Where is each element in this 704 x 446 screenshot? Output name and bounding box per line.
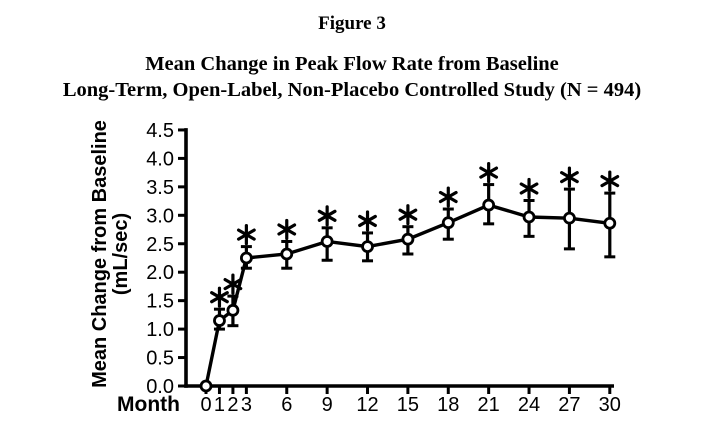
data-point-month-27 xyxy=(563,211,576,225)
figure-label: Figure 3 xyxy=(318,13,386,34)
x-tick-label: 21 xyxy=(478,394,500,416)
figure-title: Mean Change in Peak Flow Rate from Basel… xyxy=(145,53,559,75)
y-tick-label: 4.0 xyxy=(146,148,174,170)
x-tick-label: 15 xyxy=(397,394,419,416)
asterisk-arm xyxy=(317,209,337,222)
y-tick-label: 1.5 xyxy=(146,291,174,313)
significance-asterisk xyxy=(236,223,256,246)
asterisk-arm xyxy=(223,277,243,291)
data-point-month-12 xyxy=(361,240,374,253)
y-tick-label: 1.0 xyxy=(146,319,174,341)
figure-subtitle: Long-Term, Open-Label, Non-Placebo Contr… xyxy=(62,79,642,101)
asterisk-arm xyxy=(438,190,458,204)
data-point-month-18 xyxy=(441,216,455,230)
significance-asterisk xyxy=(479,161,499,184)
y-tick-label: 2.5 xyxy=(146,234,174,256)
asterisk-arm xyxy=(277,223,297,236)
y-tick-label: 3.0 xyxy=(146,205,174,227)
data-point-month-9 xyxy=(320,235,334,248)
y-tick-label: 3.5 xyxy=(146,177,174,199)
asterisk-arm xyxy=(358,214,377,228)
peak-flow-line-chart: 4.54.03.53.02.52.01.51.00.50.00 1 2 3 6 9 12 15… xyxy=(89,120,621,416)
data-point-month-15 xyxy=(401,232,415,246)
significance-asterisk xyxy=(358,210,377,232)
y-axis-title-line2: (mL/sec) xyxy=(110,213,132,295)
x-axis-title: Month xyxy=(117,393,180,416)
x-tick-label: 9 xyxy=(322,394,333,416)
x-tick-label: 30 xyxy=(599,394,621,416)
significance-asterisk xyxy=(277,218,297,241)
significance-asterisk xyxy=(210,286,229,308)
y-tick-label: 0.5 xyxy=(146,348,174,370)
x-tick-label: 6 xyxy=(281,394,292,416)
x-tick-label: 2 xyxy=(227,394,238,416)
y-axis-title-line1: Mean Change from Baseline xyxy=(89,120,111,388)
y-tick-label: 2.0 xyxy=(146,262,174,284)
asterisk-arm xyxy=(398,208,418,221)
asterisk-arm xyxy=(236,228,256,241)
significance-asterisk xyxy=(519,177,539,200)
data-point-month-2 xyxy=(226,303,240,317)
x-tick-label: 24 xyxy=(518,394,540,416)
x-tick-label: 18 xyxy=(437,394,459,416)
significance-asterisk xyxy=(317,205,337,227)
x-tick-label: 1 xyxy=(214,394,225,416)
data-point-month-1 xyxy=(213,314,226,327)
significance-asterisk xyxy=(398,204,418,226)
x-tick-label: 3 xyxy=(241,394,252,416)
chart-area: 4.5 4.0 3.5 3.0 2.5 2.0 1.5 1.0 0.5 0.0 0 1 2 3 6 9 12 15… xyxy=(0,112,704,446)
x-tick-label: 27 xyxy=(558,394,580,416)
significance-asterisk xyxy=(438,186,458,208)
data-point-month-21 xyxy=(482,198,496,212)
data-point-month-0 xyxy=(199,379,213,393)
y-tick-label: 0.0 xyxy=(146,376,174,398)
asterisk-arm xyxy=(600,175,620,188)
asterisk-arm xyxy=(210,291,229,304)
asterisk-arm xyxy=(519,182,539,195)
x-tick-label: 12 xyxy=(356,394,378,416)
significance-asterisk xyxy=(600,170,620,192)
x-tick-label: 0 xyxy=(200,394,211,416)
significance-asterisk xyxy=(223,273,243,295)
y-tick-label: 4.5 xyxy=(146,120,174,142)
asterisk-arm xyxy=(479,166,499,179)
data-point-month-6 xyxy=(280,247,294,261)
significance-asterisk xyxy=(560,166,579,188)
asterisk-arm xyxy=(560,171,579,184)
data-point-month-30 xyxy=(603,216,617,230)
data-point-month-24 xyxy=(522,210,536,224)
data-point-month-3 xyxy=(239,251,253,265)
